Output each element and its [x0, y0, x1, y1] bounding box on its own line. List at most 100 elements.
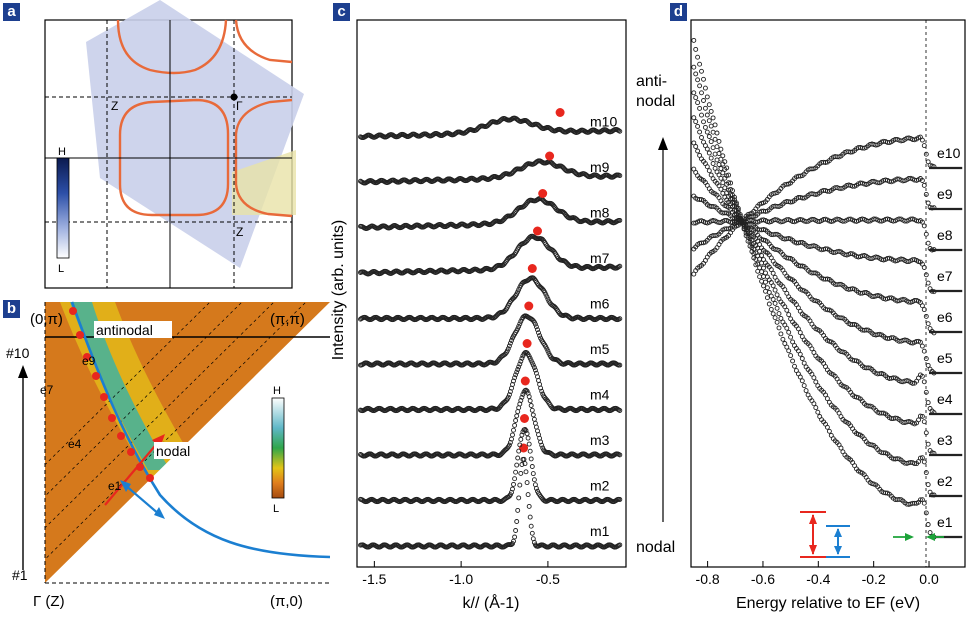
- d-point: [917, 339, 923, 345]
- d-point: [695, 100, 701, 106]
- d-label-e4: e4: [937, 391, 953, 407]
- d-point: [761, 237, 766, 243]
- label-antinodal: antinodal: [96, 322, 153, 338]
- d-point: [706, 150, 712, 156]
- d-label-e7: e7: [937, 268, 953, 284]
- c-point: [517, 361, 523, 367]
- d-point: [695, 77, 701, 83]
- d-label-e8: e8: [937, 227, 953, 243]
- c-point: [528, 523, 534, 529]
- d-point: [925, 400, 931, 406]
- d-point: [704, 112, 710, 118]
- d-point: [708, 108, 714, 114]
- d-label-e9: e9: [937, 186, 953, 202]
- c-label-m5: m5: [590, 341, 610, 357]
- c-point: [515, 326, 521, 332]
- d-point: [916, 417, 921, 423]
- d-point: [797, 173, 803, 179]
- d-point: [768, 306, 774, 312]
- c-point: [511, 538, 516, 544]
- d-point: [776, 325, 782, 331]
- d-point: [813, 405, 819, 411]
- d-point: [778, 315, 784, 321]
- d-point: [910, 380, 916, 386]
- d-point: [784, 325, 790, 331]
- d-point: [923, 356, 929, 362]
- d-point: [704, 94, 710, 100]
- c-label-m1: m1: [590, 523, 610, 539]
- d-point: [921, 143, 927, 149]
- c-point: [512, 476, 518, 482]
- d-point: [710, 161, 716, 166]
- green-arrow-left-head: [905, 533, 914, 541]
- cut-label-top: #10: [6, 345, 30, 361]
- c-series-m2: m2: [358, 414, 623, 505]
- b-red-point: [83, 353, 91, 361]
- d-annotation-top-1: anti-: [636, 73, 667, 90]
- d-point: [919, 303, 925, 309]
- c-point: [530, 471, 536, 477]
- d-point: [776, 311, 782, 317]
- panel-c-mdc: m1 m2 m3 m4 m5 m6 m7 m8 m9 m10 -1.5 -1.0 -0.5 k// (…: [330, 19, 627, 612]
- blue-arrow-head-1: [120, 480, 131, 492]
- d-xticks: -0.8 -0.6 -0.4 -0.2 0.0: [696, 561, 939, 587]
- d-point: [718, 146, 724, 152]
- d-point: [921, 419, 927, 425]
- d-point: [780, 336, 786, 342]
- c-point: [515, 507, 521, 513]
- c-point: [515, 455, 521, 461]
- d-point: [770, 283, 776, 289]
- colorbar-b-low: L: [273, 503, 279, 515]
- d-point: [778, 331, 784, 337]
- d-point: [917, 413, 923, 419]
- c-point: [519, 462, 525, 467]
- d-point: [706, 102, 712, 108]
- d-point: [927, 530, 933, 536]
- d-point: [786, 312, 792, 318]
- d-point: [701, 76, 706, 82]
- c-series-m6: m6: [358, 264, 623, 323]
- d-point: [764, 285, 770, 291]
- c-point: [530, 362, 536, 368]
- c-point: [519, 432, 525, 438]
- c-point: [524, 480, 530, 486]
- d-point: [902, 337, 908, 343]
- c-point: [525, 492, 531, 498]
- c-point: [527, 448, 533, 454]
- d-point: [710, 203, 716, 209]
- c-point: [537, 333, 543, 339]
- d-point: [697, 61, 703, 67]
- d-point: [925, 362, 931, 368]
- c-point: [506, 392, 512, 398]
- d-point: [714, 144, 720, 150]
- d-series-e5: e5: [691, 140, 963, 376]
- c-point: [516, 495, 522, 501]
- c-series-m3: m3: [358, 376, 623, 459]
- d-point: [774, 305, 780, 311]
- d-point: [693, 119, 699, 125]
- d-point: [759, 253, 765, 258]
- b-red-point: [127, 448, 135, 456]
- d-point: [923, 470, 929, 476]
- c-point: [531, 540, 537, 545]
- corner-top-right: (π,π): [270, 311, 305, 328]
- d-point: [691, 37, 697, 43]
- c-point: [527, 355, 533, 361]
- d-label-e2: e2: [937, 473, 953, 489]
- c-point: [529, 464, 535, 469]
- d-point: [718, 175, 724, 181]
- c-point: [544, 294, 550, 300]
- c-point: [513, 418, 519, 423]
- d-point: [823, 392, 828, 398]
- d-point: [790, 339, 796, 345]
- c-point: [518, 358, 524, 364]
- d-point: [708, 172, 714, 178]
- fermi-surface-line: [70, 301, 331, 559]
- gamma-point: [230, 93, 238, 101]
- d-point: [772, 300, 778, 306]
- c-point: [526, 441, 532, 447]
- d-point: [859, 216, 865, 222]
- d-point: [925, 522, 931, 527]
- d-point: [925, 321, 931, 327]
- d-tick-label: -0.2: [862, 571, 886, 587]
